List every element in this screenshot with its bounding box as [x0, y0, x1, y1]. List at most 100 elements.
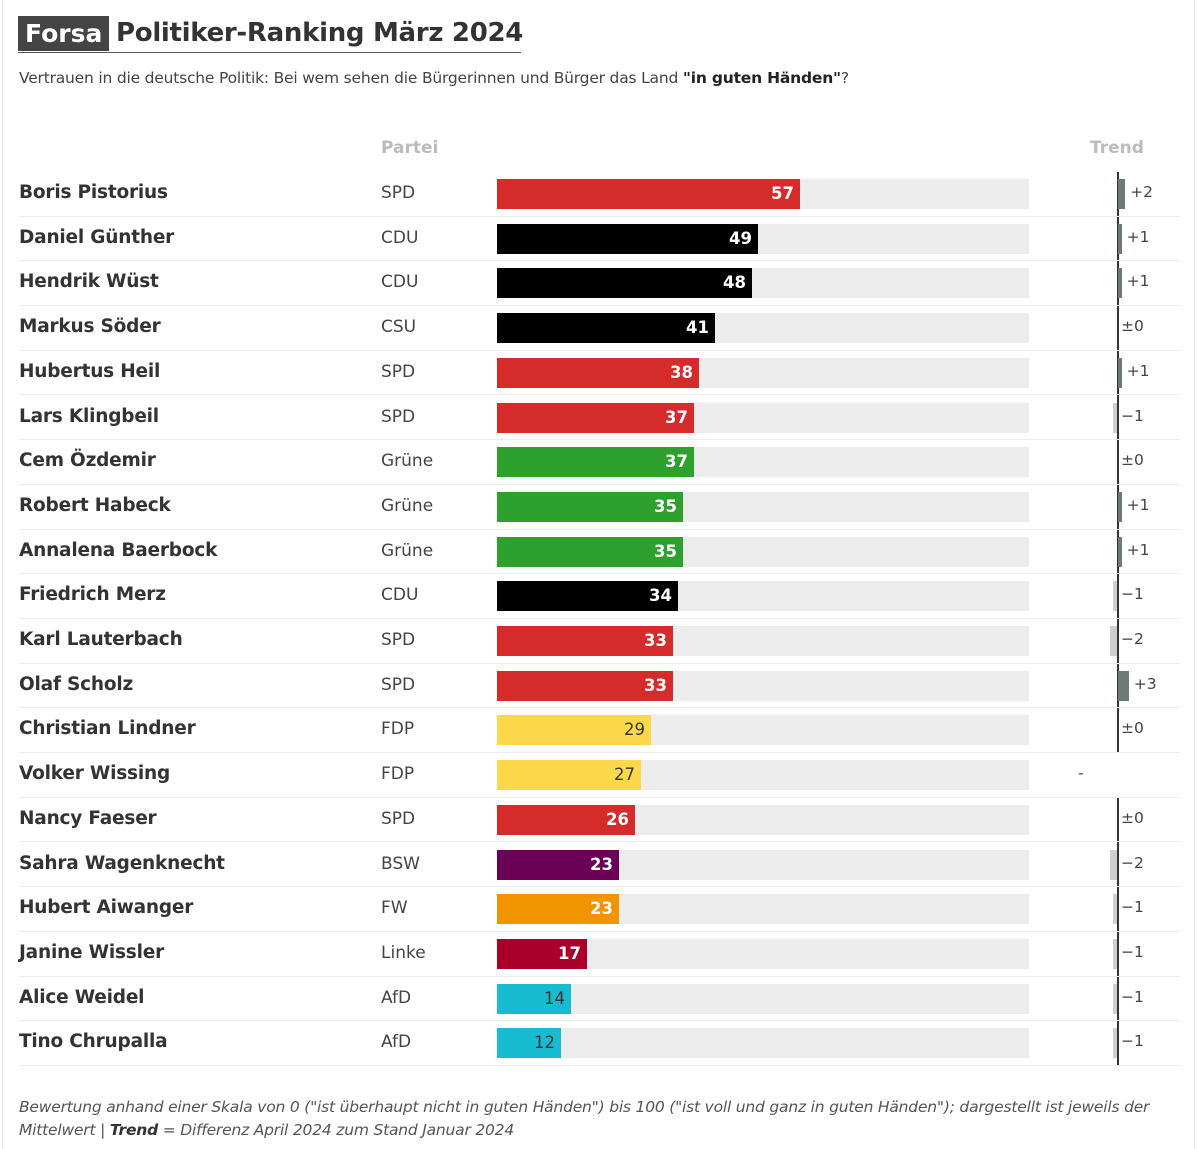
bar-track: 41 [497, 313, 1029, 344]
party-label: CSU [381, 317, 417, 338]
party-label: AfD [381, 987, 412, 1008]
trend-label: −1 [1121, 1032, 1144, 1051]
value-bar: 33 [497, 626, 673, 656]
value-bar: 23 [497, 894, 619, 925]
bar-track: 26 [497, 804, 1029, 835]
trend-axis [1117, 350, 1119, 396]
trend-label: +1 [1126, 495, 1150, 514]
trend-axis [1117, 261, 1119, 307]
politician-name: Volker Wissing [19, 763, 170, 785]
table-row: Alice Weidel AfD 14 −1 [0, 976, 1200, 1022]
row-divider [19, 975, 1180, 977]
value-label: 33 [644, 675, 667, 695]
trend-axis [1117, 887, 1119, 933]
politician-name: Sahra Wagenknecht [19, 852, 225, 874]
bar-track: 35 [497, 491, 1029, 522]
bar-track: 49 [497, 223, 1029, 254]
value-label: 33 [644, 631, 667, 650]
value-bar: 26 [497, 804, 635, 835]
trend-axis [1117, 842, 1119, 888]
value-bar: 35 [497, 536, 683, 567]
value-bar: 12 [497, 1028, 561, 1059]
politician-name: Alice Weidel [19, 986, 145, 1008]
trend-label: +1 [1126, 227, 1150, 246]
bar-track: 33 [497, 670, 1029, 701]
politician-name: Olaf Scholz [19, 673, 134, 695]
trend-label: +3 [1133, 674, 1157, 693]
trend-bar [1118, 357, 1122, 388]
trend-axis [1117, 395, 1119, 441]
politician-name: Annalena Baerbock [19, 539, 218, 561]
table-row: Karl Lauterbach SPD 33 −2 [0, 619, 1200, 664]
row-divider [19, 841, 1180, 843]
politician-name: Karl Lauterbach [19, 629, 183, 650]
bar-track: 29 [497, 715, 1029, 746]
row-divider [19, 260, 1180, 262]
trend-label: −1 [1121, 987, 1144, 1006]
row-divider [19, 483, 1180, 485]
politician-name: Hendrik Wüst [19, 271, 159, 293]
trend-label: ±0 [1121, 808, 1144, 827]
trend-label: +2 [1130, 183, 1154, 201]
politician-name: Lars Klingbeil [19, 405, 159, 427]
bar-track: 37 [497, 402, 1029, 433]
value-bar: 17 [497, 938, 587, 969]
value-bar: 33 [497, 670, 673, 701]
table-row: Daniel Günther CDU 49 +1 [0, 216, 1200, 262]
party-label: SPD [381, 808, 416, 829]
trend-axis [1117, 574, 1119, 620]
trend-label: - [1078, 764, 1084, 783]
party-label: CDU [381, 272, 419, 293]
value-label: 57 [771, 184, 794, 203]
table-row: Annalena Baerbock Grüne 35 +1 [0, 529, 1200, 575]
trend-axis [1117, 1021, 1119, 1067]
trend-bar [1113, 1028, 1117, 1059]
row-divider [19, 662, 1180, 664]
trend-label: −1 [1121, 942, 1144, 961]
party-label: SPD [381, 674, 416, 695]
value-label: 14 [544, 988, 565, 1008]
chart-title: Politiker-Ranking März 2024 [116, 18, 524, 48]
party-label: Grüne [381, 451, 434, 472]
value-label: 35 [654, 496, 677, 516]
trend-axis [1117, 976, 1119, 1022]
value-bar: 27 [497, 760, 641, 791]
politician-name: Tino Chrupalla [19, 1031, 168, 1053]
trend-bar [1113, 894, 1117, 925]
politician-name: Daniel Günther [19, 226, 175, 248]
bar-track: 12 [497, 1028, 1029, 1059]
value-label: 37 [665, 452, 688, 472]
value-label: 48 [723, 273, 746, 293]
row-divider [19, 1064, 1180, 1066]
party-label: FW [381, 898, 408, 919]
trend-axis [1117, 172, 1119, 217]
row-divider [19, 394, 1180, 396]
trend-bar [1109, 849, 1117, 880]
value-bar: 38 [497, 357, 699, 388]
party-label: SPD [381, 183, 416, 203]
trend-bar [1118, 223, 1122, 254]
table-row: Olaf Scholz SPD 33 +3 [0, 663, 1200, 709]
value-bar: 57 [497, 179, 800, 209]
party-label: SPD [381, 361, 416, 382]
party-label: FDP [381, 719, 415, 740]
title-block: Forsa Politiker-Ranking März 2024 [18, 16, 524, 53]
trend-label: ±0 [1121, 451, 1144, 470]
table-row: Cem Özdemir Grüne 37 ±0 [0, 440, 1200, 486]
value-label: 26 [606, 809, 629, 829]
party-label: SPD [381, 406, 416, 427]
value-label: 49 [729, 228, 752, 248]
politician-name: Hubertus Heil [19, 360, 161, 382]
row-divider [19, 215, 1180, 217]
value-label: 17 [558, 943, 581, 963]
value-bar: 41 [497, 313, 715, 344]
row-divider [19, 1020, 1180, 1022]
row-divider [19, 528, 1180, 530]
value-label: 37 [665, 407, 688, 427]
party-label: CDU [381, 585, 419, 606]
trend-axis [1117, 529, 1119, 575]
row-divider [19, 752, 1180, 754]
row-divider [19, 796, 1180, 798]
trend-bar [1113, 938, 1117, 969]
